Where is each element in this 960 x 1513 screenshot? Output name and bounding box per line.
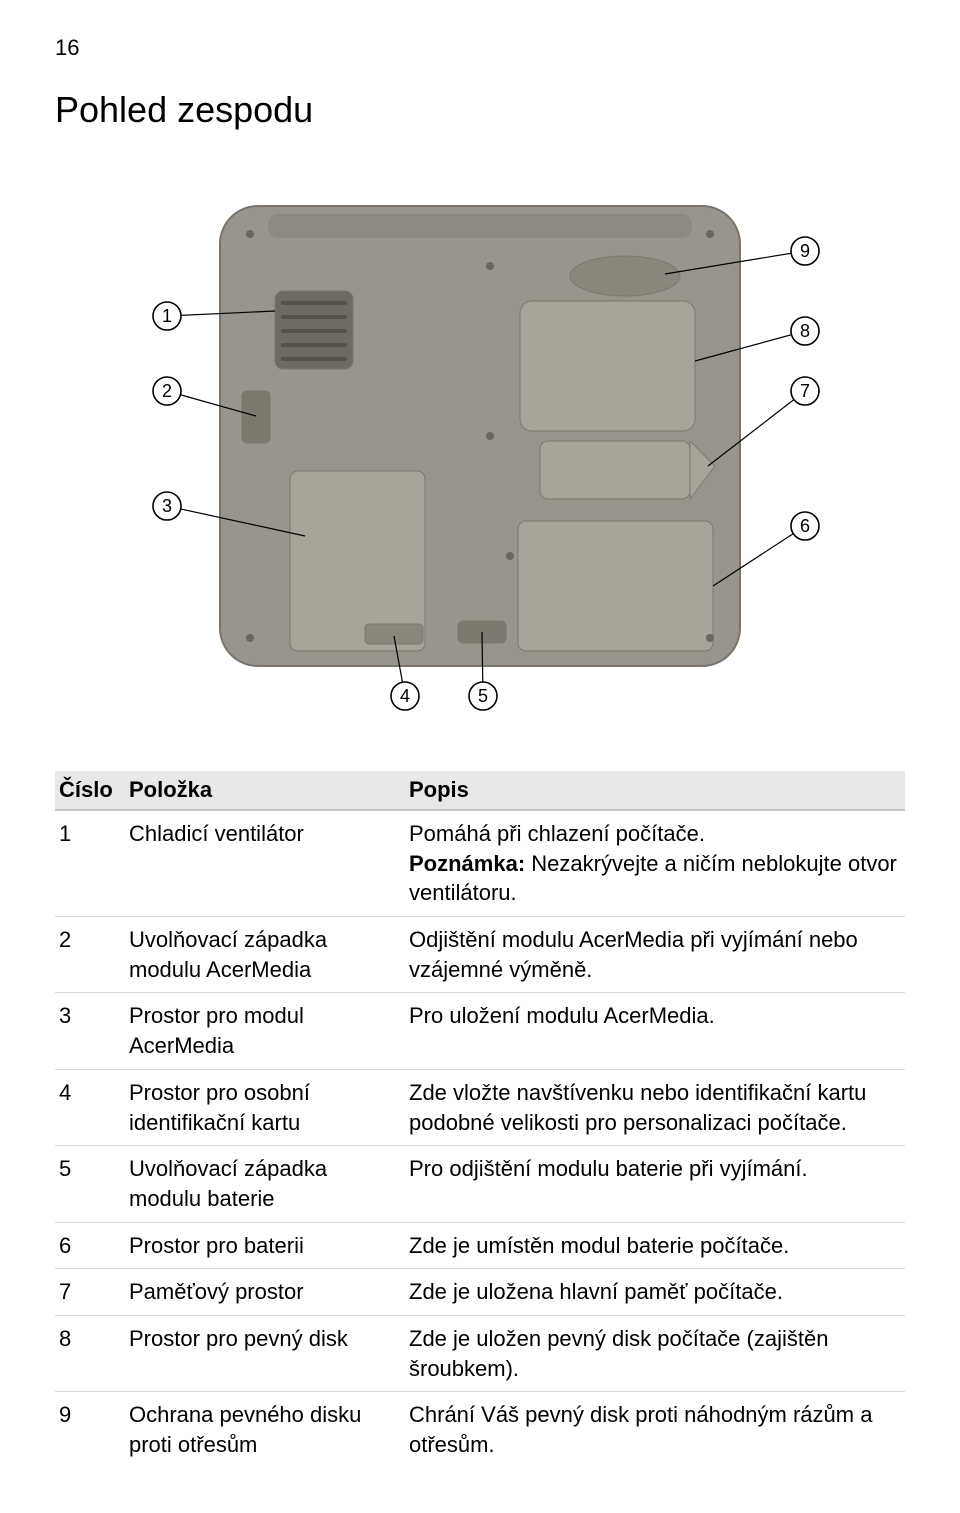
svg-text:2: 2 (162, 381, 172, 401)
table-row: 3Prostor pro modul AcerMediaPro uložení … (55, 993, 905, 1069)
svg-text:5: 5 (478, 686, 488, 706)
cell-number: 3 (55, 993, 125, 1069)
cell-desc: Zde je uložena hlavní paměť počítače. (405, 1269, 905, 1316)
cell-desc: Odjištění modulu AcerMedia při vyjímání … (405, 917, 905, 993)
page-number: 16 (55, 35, 905, 61)
components-table: Číslo Položka Popis 1Chladicí ventilátor… (55, 771, 905, 1468)
table-row: 8Prostor pro pevný diskZde je uložen pev… (55, 1315, 905, 1391)
cell-number: 2 (55, 917, 125, 993)
page-title: Pohled zespodu (55, 89, 905, 131)
cell-item: Prostor pro osobní identifikační kartu (125, 1069, 405, 1145)
cell-number: 6 (55, 1222, 125, 1269)
table-row: 6Prostor pro bateriiZde je umístěn modul… (55, 1222, 905, 1269)
table-row: 7Paměťový prostorZde je uložena hlavní p… (55, 1269, 905, 1316)
col-desc: Popis (405, 771, 905, 810)
cell-item: Uvolňovací západka modulu AcerMedia (125, 917, 405, 993)
svg-text:3: 3 (162, 496, 172, 516)
cell-desc: Pro odjištění modulu baterie při vyjímán… (405, 1146, 905, 1222)
cell-item: Prostor pro modul AcerMedia (125, 993, 405, 1069)
table-row: 4Prostor pro osobní identifikační kartuZ… (55, 1069, 905, 1145)
cell-desc: Pro uložení modulu AcerMedia. (405, 993, 905, 1069)
cell-number: 9 (55, 1392, 125, 1468)
svg-text:8: 8 (800, 321, 810, 341)
svg-text:9: 9 (800, 241, 810, 261)
cell-desc: Chrání Váš pevný disk proti náhodným ráz… (405, 1392, 905, 1468)
cell-desc: Zde vložte navštívenku nebo identifikačn… (405, 1069, 905, 1145)
table-row: 9Ochrana pevného disku proti otřesůmChrá… (55, 1392, 905, 1468)
cell-item: Ochrana pevného disku proti otřesům (125, 1392, 405, 1468)
cell-item: Chladicí ventilátor (125, 810, 405, 917)
svg-text:6: 6 (800, 516, 810, 536)
cell-number: 8 (55, 1315, 125, 1391)
cell-number: 7 (55, 1269, 125, 1316)
note-label: Poznámka: (409, 851, 525, 876)
cell-item: Prostor pro baterii (125, 1222, 405, 1269)
cell-desc: Zde je uložen pevný disk počítače (zajiš… (405, 1315, 905, 1391)
cell-item: Paměťový prostor (125, 1269, 405, 1316)
cell-item: Prostor pro pevný disk (125, 1315, 405, 1391)
cell-number: 4 (55, 1069, 125, 1145)
col-item: Položka (125, 771, 405, 810)
cell-desc: Zde je umístěn modul baterie počítače. (405, 1222, 905, 1269)
device-diagram: 1 2 3 9 8 7 6 4 5 (105, 176, 855, 716)
svg-text:7: 7 (800, 381, 810, 401)
table-row: 5Uvolňovací západka modulu bateriePro od… (55, 1146, 905, 1222)
table-row: 1Chladicí ventilátorPomáhá při chlazení … (55, 810, 905, 917)
svg-text:4: 4 (400, 686, 410, 706)
cell-number: 1 (55, 810, 125, 917)
svg-text:1: 1 (162, 306, 172, 326)
col-number: Číslo (55, 771, 125, 810)
table-row: 2Uvolňovací západka modulu AcerMediaOdji… (55, 917, 905, 993)
cell-item: Uvolňovací západka modulu baterie (125, 1146, 405, 1222)
cell-number: 5 (55, 1146, 125, 1222)
cell-desc: Pomáhá při chlazení počítače.Poznámka: N… (405, 810, 905, 917)
